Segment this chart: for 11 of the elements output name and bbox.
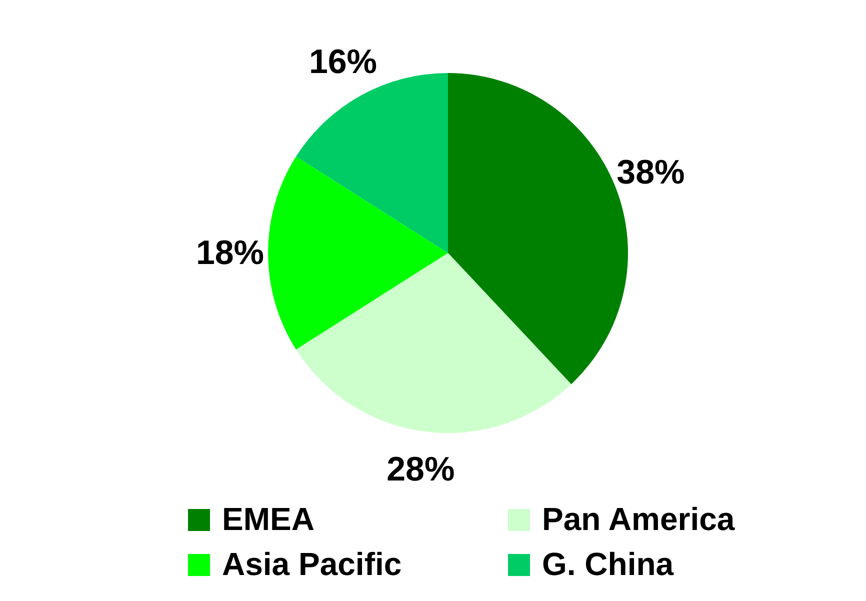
data-label: 38% <box>616 154 685 192</box>
data-label: 28% <box>386 450 455 488</box>
legend-label: Asia Pacific <box>222 546 402 583</box>
data-label: 18% <box>196 234 264 272</box>
legend-label: Pan America <box>542 501 735 538</box>
data-label: 16% <box>308 42 378 81</box>
pie-slice <box>296 253 572 433</box>
pie-slice <box>296 73 448 253</box>
legend-label: EMEA <box>222 501 314 538</box>
pie-slice <box>268 156 448 350</box>
legend-label: G. China <box>542 546 674 583</box>
